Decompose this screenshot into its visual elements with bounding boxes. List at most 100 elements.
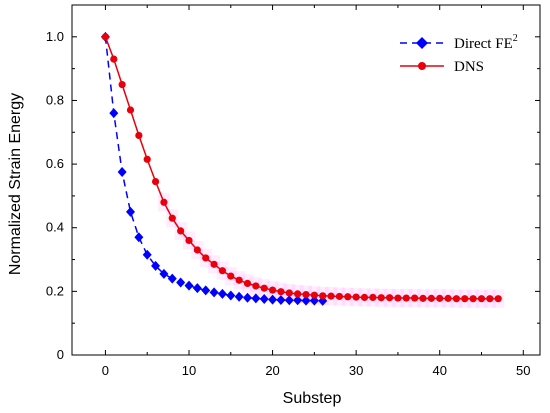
data-point-direct-fe2 (192, 283, 202, 294)
data-point-direct-fe2 (209, 287, 219, 298)
data-point-direct-fe2 (201, 285, 211, 296)
data-point-direct-fe2 (276, 294, 286, 305)
data-point-dns (377, 294, 385, 302)
data-point-dns (452, 295, 461, 303)
data-point-dns (344, 293, 352, 301)
data-point-direct-fe2 (217, 288, 227, 299)
data-point-dns (110, 55, 118, 63)
data-point-dns (168, 214, 176, 222)
y-axis-title: Normalized Strain Energy (7, 93, 24, 275)
legend-label-dns: DNS (454, 59, 484, 75)
ticks-layer: 0 10 20 30 40 50 0 0.2 0.4 0.6 0.8 1.0 (46, 4, 540, 378)
data-point-direct-fe2 (167, 273, 177, 284)
data-point-dns (327, 292, 335, 300)
y-tick-label: 1.0 (46, 29, 64, 44)
data-point-direct-fe2 (184, 280, 194, 291)
data-point-dns (461, 295, 469, 303)
data-point-dns (118, 80, 126, 89)
data-point-direct-fe2 (309, 295, 319, 306)
data-point-direct-fe2 (151, 260, 161, 271)
data-point-dns (319, 292, 327, 300)
data-point-direct-fe2 (159, 268, 169, 279)
y-tick-label: 0.6 (46, 156, 64, 171)
series-line-dns (104, 36, 499, 300)
data-point-dns (394, 294, 402, 302)
legend-marker-direct-fe2 (416, 37, 428, 49)
data-point-dns (101, 33, 110, 41)
x-tick-label: 20 (265, 363, 279, 378)
x-tick-label: 40 (432, 363, 446, 378)
data-point-dns (210, 260, 218, 268)
data-point-direct-fe2 (243, 292, 252, 303)
data-point-dns (385, 294, 394, 302)
plot-border (71, 4, 541, 356)
data-point-dns (143, 155, 151, 163)
data-point-dns (260, 284, 268, 292)
data-point-dns (444, 294, 452, 302)
data-point-dns (252, 282, 260, 290)
data-point-dns (494, 295, 502, 303)
y-tick-label: 0.2 (46, 283, 64, 298)
data-point-dns (177, 227, 185, 235)
data-point-dns (185, 236, 193, 245)
data-point-direct-fe2 (176, 277, 186, 288)
data-point-dns (486, 295, 494, 303)
data-point-dns (268, 286, 277, 294)
data-point-dns (360, 293, 369, 302)
x-tick-label: 50 (516, 363, 530, 378)
legend-entry-dns: DNS (400, 59, 484, 75)
data-point-direct-fe2 (259, 294, 269, 304)
data-point-dns (151, 177, 160, 186)
data-point-dns (402, 294, 410, 302)
data-point-direct-fe2 (142, 249, 152, 260)
data-point-direct-fe2 (251, 293, 261, 304)
legend-entry-direct-fe2: Direct FE2 (400, 33, 518, 52)
data-point-direct-fe2 (293, 295, 303, 306)
x-tick-label: 0 (102, 363, 109, 378)
data-point-dns (469, 295, 477, 303)
x-tick-label: 10 (182, 363, 196, 378)
data-point-direct-fe2 (284, 295, 294, 306)
data-point-dns (310, 291, 318, 299)
data-point-dns (427, 294, 435, 302)
data-point-dns (411, 294, 419, 302)
data-point-direct-fe2 (234, 291, 244, 302)
data-point-dns (277, 288, 285, 296)
y-tick-label: 0 (57, 347, 64, 362)
data-point-direct-fe2 (268, 294, 278, 305)
data-point-direct-fe2 (126, 206, 135, 217)
data-point-dns (243, 279, 252, 288)
data-point-direct-fe2 (226, 290, 236, 301)
data-point-dns (218, 267, 227, 275)
plot-frame (71, 4, 541, 356)
data-point-dns (193, 246, 201, 254)
legend-marker-dns (418, 62, 426, 70)
data-point-dns (352, 293, 360, 301)
data-point-dns (227, 272, 235, 280)
data-point-direct-fe2 (134, 232, 144, 243)
data-point-dns (419, 294, 427, 302)
data-point-dns (235, 276, 243, 284)
x-axis-title: Substep (283, 390, 342, 407)
data-point-dns (477, 295, 486, 303)
legend-label-direct-fe2: Direct FE2 (454, 33, 518, 52)
data-point-dns (335, 292, 344, 301)
y-tick-label: 0.4 (46, 220, 64, 235)
data-point-direct-fe2 (301, 295, 311, 306)
data-point-dns (302, 290, 310, 299)
x-tick-label: 30 (349, 363, 363, 378)
series-layer (100, 31, 502, 306)
data-point-dns (369, 293, 377, 302)
data-point-dns (126, 106, 135, 114)
y-tick-label: 0.8 (46, 92, 64, 107)
data-point-dns (135, 131, 143, 140)
legend: Direct FE2 DNS (400, 33, 518, 75)
data-point-direct-fe2 (109, 108, 119, 119)
data-point-dns (436, 294, 444, 302)
data-point-direct-fe2 (117, 167, 127, 178)
data-point-dns (285, 289, 293, 297)
data-point-dns (202, 254, 210, 262)
data-point-dns (160, 198, 168, 206)
data-point-dns (294, 290, 302, 298)
